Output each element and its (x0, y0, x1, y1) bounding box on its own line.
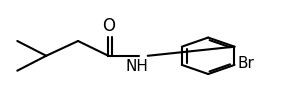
Text: O: O (102, 17, 115, 35)
Text: Br: Br (238, 56, 255, 71)
Text: NH: NH (125, 59, 148, 74)
